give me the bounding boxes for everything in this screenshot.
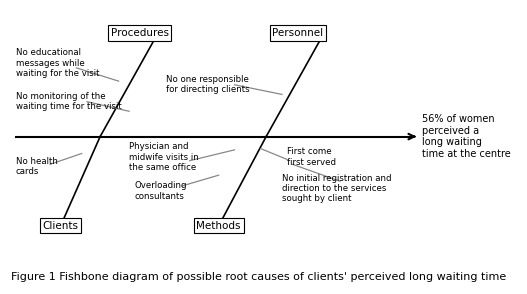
Text: Physician and
midwife visits in
the same office: Physician and midwife visits in the same… <box>129 142 199 172</box>
Text: Overloading
consultants: Overloading consultants <box>134 181 187 201</box>
Text: Figure 1 Fishbone diagram of possible root causes of clients' perceived long wai: Figure 1 Fishbone diagram of possible ro… <box>11 272 506 282</box>
Text: No health
cards: No health cards <box>16 157 57 176</box>
Text: No one responsible
for directing clients: No one responsible for directing clients <box>166 75 250 94</box>
Text: No monitoring of the
waiting time for the visit: No monitoring of the waiting time for th… <box>16 92 122 111</box>
Text: No initial registration and
direction to the services
sought by client: No initial registration and direction to… <box>282 173 392 203</box>
Text: Methods: Methods <box>197 221 241 231</box>
Text: 56% of women
perceived a
long waiting
time at the centre: 56% of women perceived a long waiting ti… <box>422 114 510 159</box>
Text: Clients: Clients <box>43 221 79 231</box>
Text: Procedures: Procedures <box>111 28 169 38</box>
Text: First come
first served: First come first served <box>287 147 336 167</box>
Text: No educational
messages while
waiting for the visit: No educational messages while waiting fo… <box>16 48 99 78</box>
Text: Personnel: Personnel <box>272 28 324 38</box>
